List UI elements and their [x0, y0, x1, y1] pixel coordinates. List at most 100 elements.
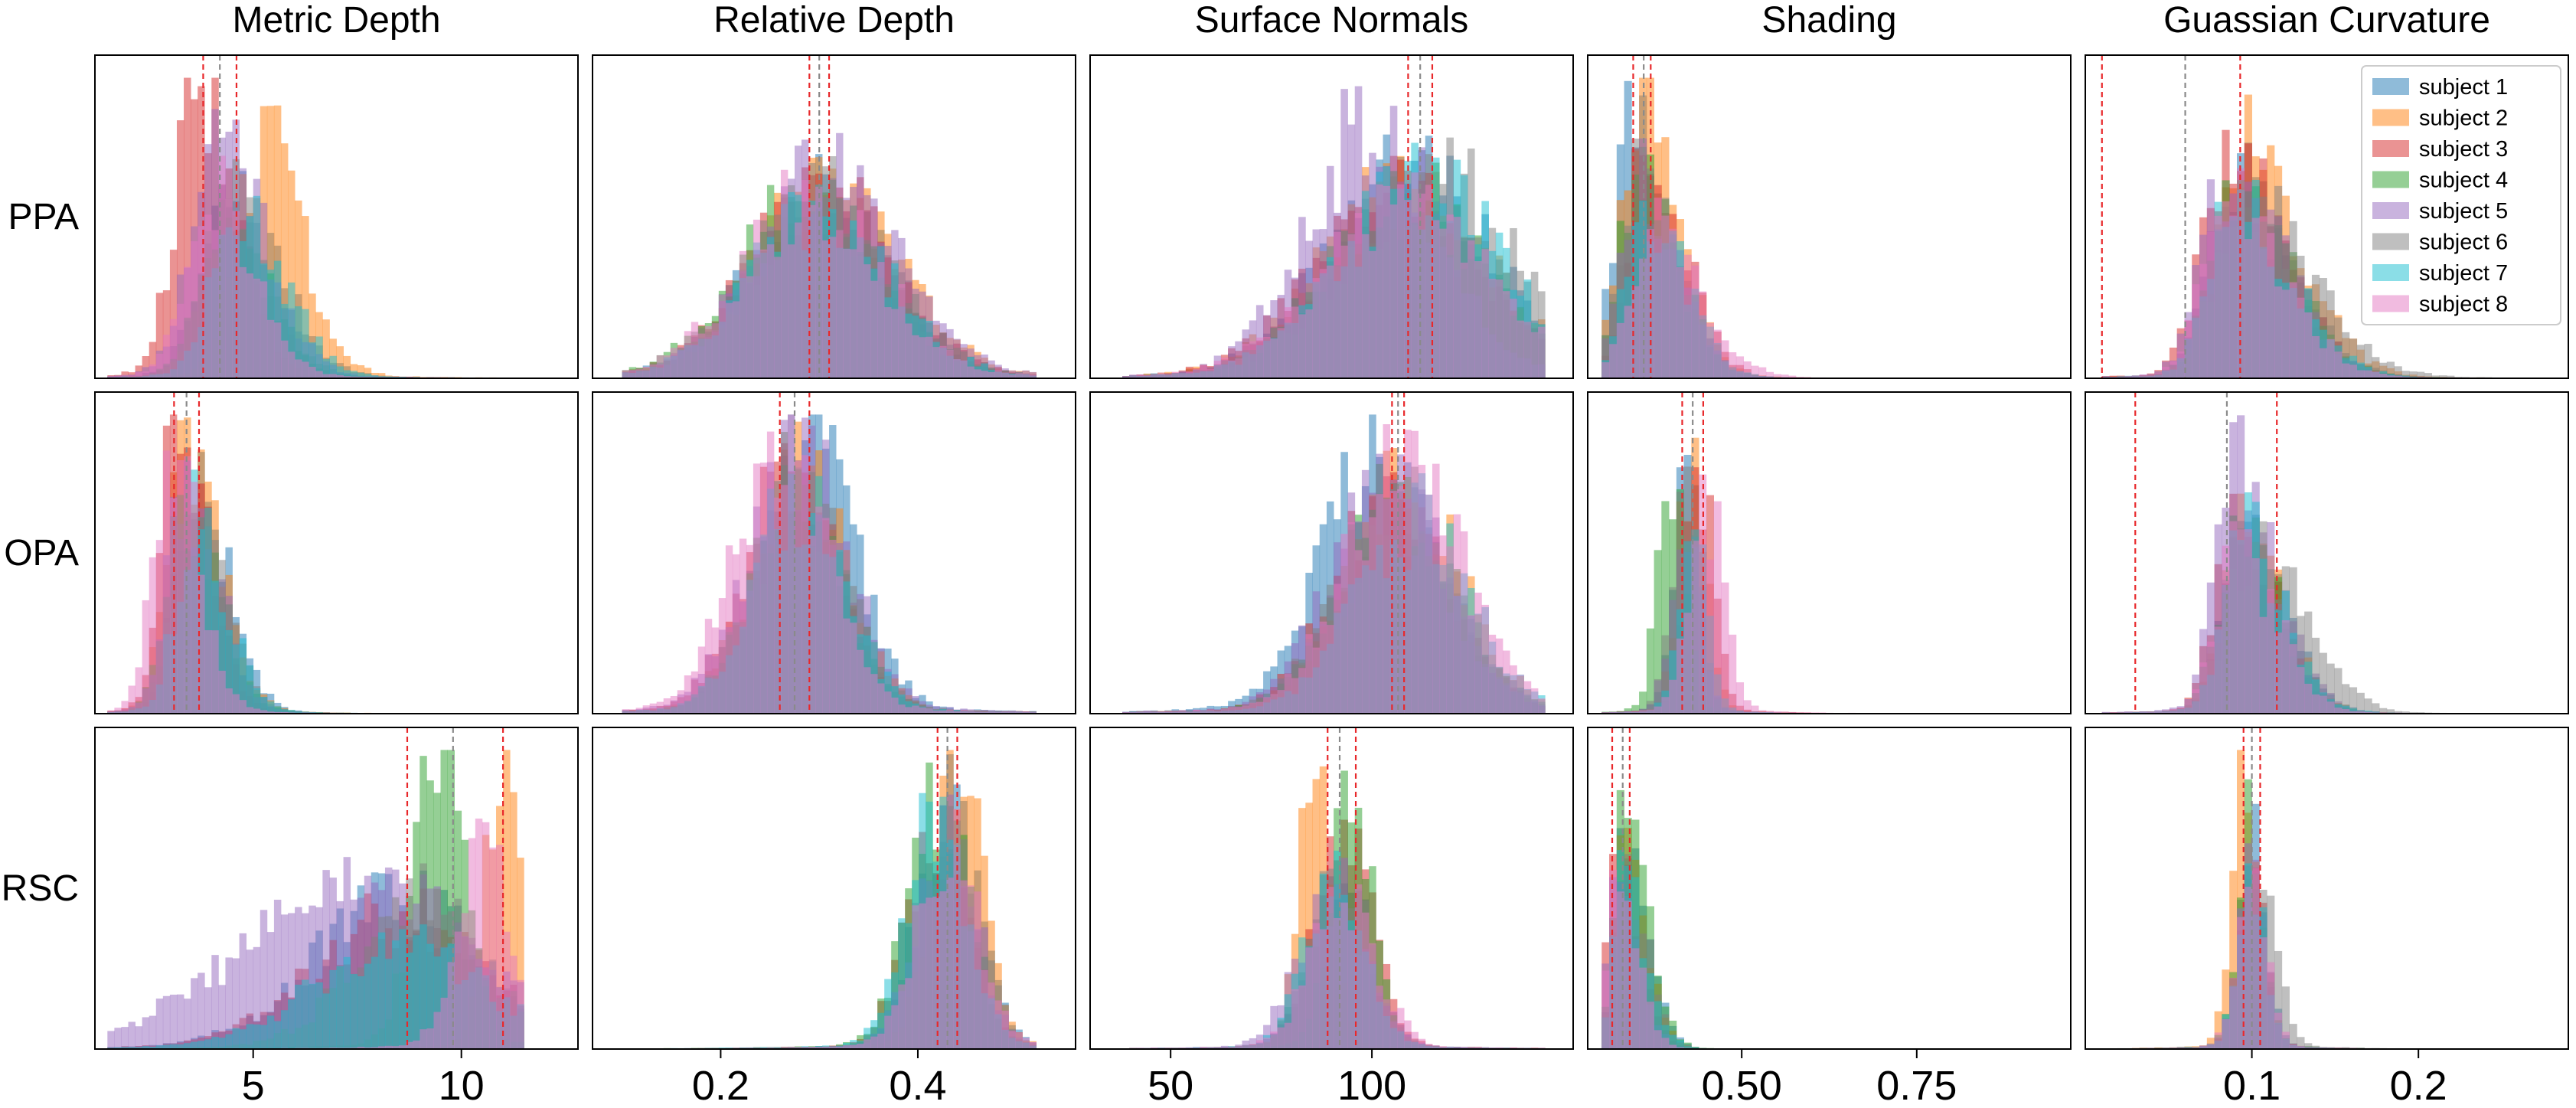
histogram-bar: [246, 1024, 254, 1049]
histogram-bar: [1446, 214, 1454, 378]
histogram-bar: [1751, 365, 1759, 378]
histogram-bar: [960, 360, 968, 378]
histogram-bar: [329, 878, 337, 1049]
histogram-bar: [1639, 258, 1647, 378]
histogram-bar: [343, 355, 351, 378]
histogram-bar: [1425, 185, 1433, 378]
histogram-bar: [822, 240, 830, 378]
histogram-bar: [155, 999, 164, 1049]
histogram-bar: [898, 984, 906, 1049]
histogram-bar: [336, 966, 344, 1049]
histogram-bar: [343, 857, 351, 1049]
histogram-bar: [142, 371, 150, 378]
histogram-bar: [953, 809, 961, 1049]
histogram-bar: [260, 281, 268, 378]
histogram-bar: [1669, 587, 1677, 714]
histogram-bar: [503, 750, 511, 1049]
histogram-bar: [2237, 168, 2245, 378]
histogram-bar: [2356, 345, 2365, 378]
histogram-panel: [2085, 54, 2569, 379]
histogram-bar: [2214, 215, 2222, 378]
histogram-bar: [198, 972, 205, 1049]
histogram-bar: [642, 705, 651, 714]
histogram-bar: [1624, 711, 1632, 714]
histogram-bar: [857, 649, 864, 714]
histogram-panel: [94, 54, 579, 379]
histogram-bar: [2199, 263, 2208, 378]
histogram-bar: [246, 949, 254, 1049]
histogram-bar: [288, 709, 295, 714]
axes-frame: [592, 727, 1076, 1050]
histogram-bar: [912, 905, 919, 1049]
histogram-bar: [280, 914, 289, 1049]
histogram-bar: [155, 353, 164, 378]
histogram-bar: [2154, 373, 2163, 378]
histogram-bar: [253, 1024, 261, 1049]
histogram-bar: [939, 345, 947, 378]
histogram-bar: [315, 907, 323, 1049]
histogram-panel: [1089, 391, 1574, 714]
histogram-bar: [336, 366, 344, 378]
histogram-bar: [649, 703, 658, 714]
histogram-bar: [1340, 89, 1348, 378]
histogram-bar: [1676, 1047, 1684, 1049]
histogram-bar: [2334, 351, 2343, 378]
histogram-bar: [663, 698, 671, 714]
histogram-bar: [1319, 269, 1327, 378]
histogram-bar: [635, 369, 644, 378]
histogram-bar: [1143, 711, 1151, 714]
histogram-bar: [898, 284, 906, 378]
histogram-bar: [1340, 245, 1348, 378]
histogram-bar: [891, 309, 899, 378]
histogram-bar: [1601, 362, 1610, 378]
histogram-bar: [2431, 375, 2440, 378]
histogram-bar: [204, 1039, 212, 1049]
histogram-bar: [155, 293, 164, 378]
histogram-bar: [711, 323, 720, 378]
histogram-bar: [260, 1025, 268, 1049]
histogram-bar: [1735, 682, 1745, 714]
histogram-bar: [107, 1031, 115, 1049]
histogram-bar: [939, 891, 947, 1049]
histogram-bar: [1404, 430, 1412, 714]
histogram-bar: [829, 237, 837, 378]
histogram-bar: [2139, 374, 2147, 378]
histogram-bar: [843, 618, 851, 714]
histogram-bar: [1631, 948, 1640, 1049]
histogram-bar: [1291, 989, 1299, 1049]
histogram-bar: [239, 700, 247, 714]
histogram-bar: [1781, 374, 1789, 378]
histogram-bar: [1361, 234, 1370, 378]
histogram-bar: [1008, 374, 1016, 378]
histogram-bar: [302, 216, 309, 378]
histogram-bar: [1157, 374, 1165, 378]
histogram-bar: [2176, 351, 2185, 378]
series-subject-8: [1122, 424, 1546, 714]
histogram-bar: [1773, 711, 1781, 714]
histogram-bar: [406, 1041, 413, 1049]
histogram-bar: [204, 630, 212, 714]
histogram-bar: [1347, 522, 1356, 714]
histogram-bar: [1661, 697, 1670, 714]
histogram-bar: [1481, 1047, 1489, 1049]
histogram-bar: [1661, 635, 1670, 714]
histogram-panel: [1587, 727, 2072, 1050]
histogram-bar: [239, 266, 247, 378]
histogram-bar: [1765, 371, 1774, 378]
histogram-bar: [884, 1015, 892, 1049]
histogram-bar: [1654, 1030, 1662, 1049]
histogram-bar: [864, 1039, 871, 1049]
histogram-bar: [1164, 373, 1172, 378]
histogram-bar: [1326, 887, 1334, 1049]
histogram-bar: [1270, 1005, 1278, 1049]
histogram-bar: [877, 683, 885, 714]
histogram-bar: [1530, 332, 1539, 378]
histogram-bar: [926, 336, 933, 378]
histogram-bar: [1639, 691, 1647, 714]
histogram-bar: [1676, 492, 1684, 714]
histogram-bar: [239, 933, 247, 1049]
histogram-bar: [440, 750, 448, 1049]
histogram-bar: [808, 535, 816, 714]
histogram-bar: [684, 675, 692, 714]
histogram-bar: [280, 711, 289, 714]
